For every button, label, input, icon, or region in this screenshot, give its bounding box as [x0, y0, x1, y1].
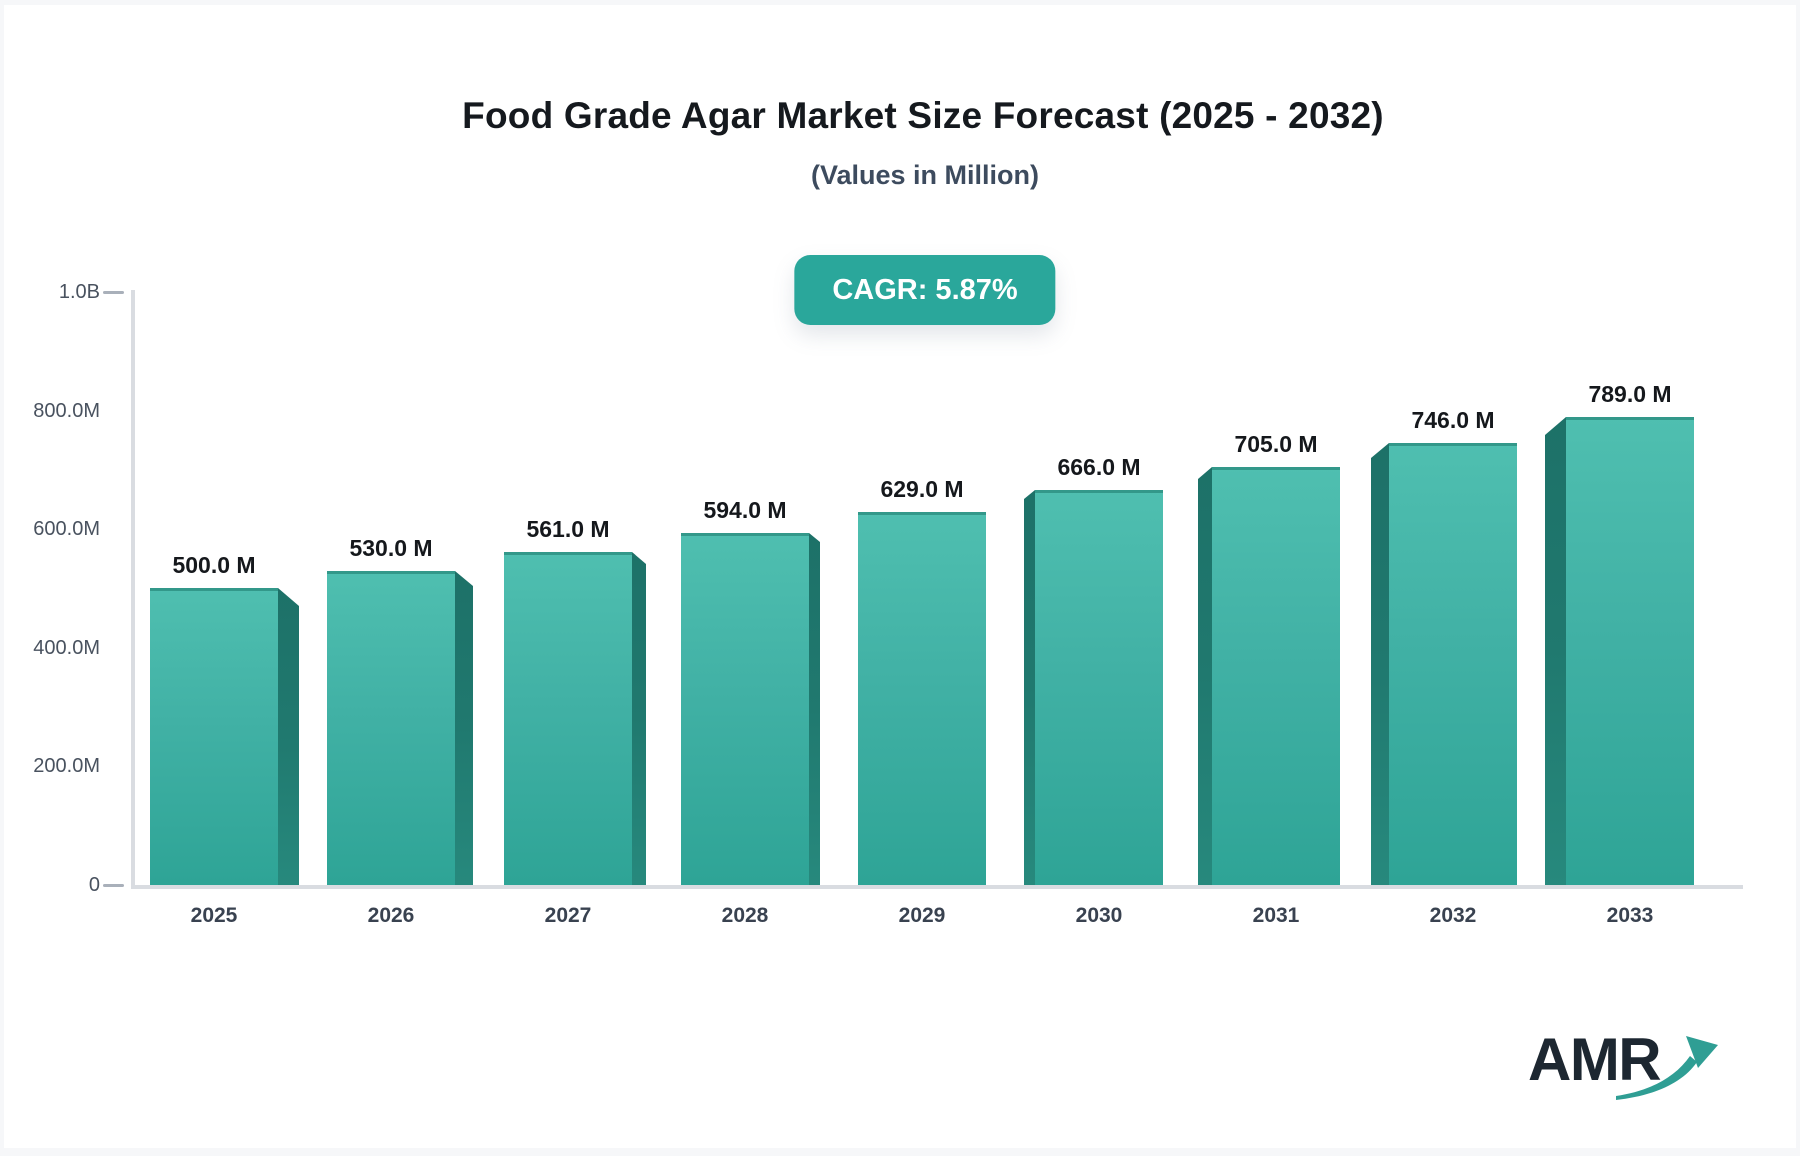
y-tick-label: 0 [88, 874, 100, 896]
bar-side-panel [632, 552, 646, 885]
bar-2025[interactable] [150, 588, 299, 885]
bar-top-edge [1035, 490, 1163, 493]
bar-2027[interactable] [504, 552, 646, 885]
bar-top-edge [1212, 467, 1340, 470]
bar-2033[interactable] [1545, 417, 1694, 885]
y-axis-line [131, 290, 135, 887]
bar-value-label: 500.0 M [172, 552, 256, 578]
bar-side-panel [809, 533, 820, 885]
y-tick-label: 600.0M [33, 518, 100, 541]
bar-face [858, 512, 986, 885]
bar-top-edge [858, 512, 986, 515]
bar-top-edge [681, 533, 809, 536]
x-axis-year-label: 2033 [1606, 904, 1654, 927]
bar-face [150, 588, 278, 885]
amr-logo-text: AMR [1528, 1026, 1662, 1093]
bar-face [1212, 467, 1340, 885]
bar-2031[interactable] [1198, 467, 1340, 885]
cagr-badge: CAGR: 5.87% [794, 255, 1056, 325]
y-tick-label: 200.0M [33, 755, 100, 778]
bar-value-label: 746.0 M [1411, 407, 1495, 433]
y-tick-dash-icon [103, 291, 124, 294]
page-subtitle: (Values in Million) [810, 160, 1040, 190]
x-axis-year-label: 2028 [721, 904, 769, 927]
x-axis-year-label: 2030 [1075, 904, 1123, 927]
bar-side-panel [455, 571, 473, 885]
bar-face [504, 552, 632, 885]
bar-top-edge [1389, 443, 1517, 446]
bar-2032[interactable] [1371, 443, 1517, 885]
bar-face [1566, 417, 1694, 885]
bar-value-label: 629.0 M [880, 476, 964, 502]
x-axis-year-label: 2025 [190, 904, 238, 927]
x-axis-year-label: 2026 [367, 904, 415, 927]
bar-value-label: 789.0 M [1588, 381, 1672, 407]
bar-side-panel [278, 588, 299, 885]
bar-value-label: 705.0 M [1234, 431, 1318, 457]
bar-value-label: 530.0 M [349, 535, 433, 561]
bar-top-edge [504, 552, 632, 555]
bar-top-edge [327, 571, 455, 574]
bar-value-label: 666.0 M [1057, 454, 1141, 480]
bar-2026[interactable] [327, 571, 473, 885]
x-axis-year-label: 2032 [1429, 904, 1477, 927]
bar-top-edge [1566, 417, 1694, 420]
y-tick-label: 400.0M [33, 636, 100, 659]
x-axis-year-label: 2031 [1252, 904, 1300, 927]
bar-2028[interactable] [681, 533, 820, 885]
bar-face [681, 533, 809, 885]
y-tick-label: 1.0B [58, 281, 100, 303]
bar-2030[interactable] [1024, 490, 1163, 885]
bar-side-panel [1371, 443, 1389, 885]
trend-arrow-icon [1616, 1036, 1718, 1100]
bar-side-panel [1024, 490, 1035, 885]
page-title: Food Grade Agar Market Size Forecast (20… [462, 95, 1384, 136]
bar-side-panel [1545, 417, 1566, 885]
bar-face [1389, 443, 1517, 885]
bar-value-label: 594.0 M [703, 497, 787, 523]
bar-side-panel [1198, 467, 1212, 885]
x-axis-line [131, 885, 1743, 889]
y-tick-label: 800.0M [33, 399, 100, 422]
x-axis-year-label: 2027 [544, 904, 592, 927]
bar-value-label: 561.0 M [526, 516, 610, 542]
bar-2029[interactable] [858, 512, 986, 885]
bar-face [327, 571, 455, 885]
x-axis-year-label: 2029 [898, 904, 946, 927]
y-tick-dash-icon [103, 884, 124, 887]
bar-face [1035, 490, 1163, 885]
amr-logo: AMR [1528, 1028, 1718, 1110]
bar-top-edge [150, 588, 278, 591]
